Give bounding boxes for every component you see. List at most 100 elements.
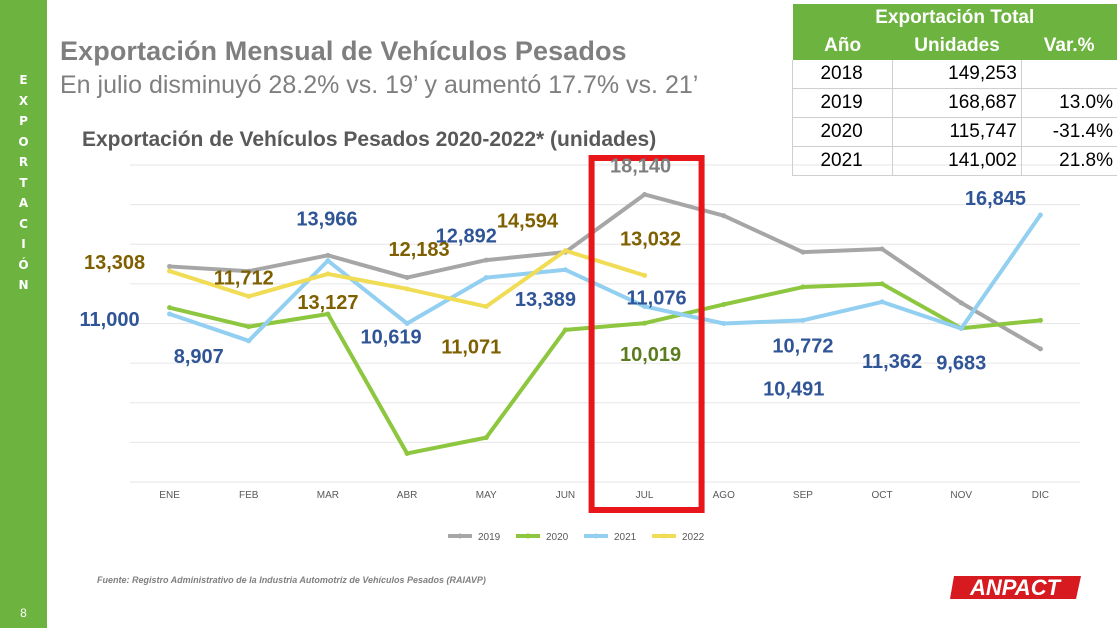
data-label-2022: 14,594 bbox=[497, 211, 559, 233]
export-total-table: Exportación Total Año Unidades Var.% 201… bbox=[791, 4, 1117, 176]
data-point-2020 bbox=[721, 301, 727, 307]
sidebar-letter: R bbox=[18, 155, 29, 169]
data-point-2020 bbox=[167, 305, 173, 311]
data-point-2022 bbox=[404, 286, 410, 292]
data-point-2022 bbox=[246, 293, 252, 299]
anpact-logo: ANPACT bbox=[950, 575, 1081, 600]
data-point-2021 bbox=[1037, 212, 1043, 218]
table-header-units: Unidades bbox=[892, 32, 1022, 60]
table-cell-year: 2020 bbox=[791, 117, 893, 147]
data-point-2019 bbox=[167, 263, 173, 269]
table-header-year: Año bbox=[792, 32, 893, 60]
data-point-2020 bbox=[246, 324, 252, 330]
data-point-2020 bbox=[879, 281, 885, 287]
data-point-2019 bbox=[404, 275, 410, 281]
data-point-2021 bbox=[958, 326, 964, 332]
source-note: Fuente: Registro Administrativo de la In… bbox=[97, 575, 486, 585]
series-line-2020 bbox=[167, 281, 1043, 456]
table-cell-var: 21.8% bbox=[1020, 146, 1117, 176]
data-point-2020 bbox=[483, 435, 489, 441]
table-row: 2019 168,687 13.0% bbox=[791, 88, 1117, 118]
sidebar: E X P O R T A C I Ó N 8 bbox=[0, 0, 47, 628]
data-label-2019: 18,140 bbox=[610, 155, 671, 177]
data-label-2021: 11,076 bbox=[627, 287, 687, 309]
data-point-2021 bbox=[325, 258, 331, 264]
x-tick-label: DIC bbox=[1032, 490, 1049, 501]
logo-band bbox=[950, 576, 1081, 599]
data-point-2019 bbox=[879, 246, 885, 252]
table-cell-units: 168,687 bbox=[892, 88, 1022, 118]
data-point-2019 bbox=[325, 252, 331, 258]
data-point-2020 bbox=[800, 284, 806, 290]
x-tick-label: ENE bbox=[159, 490, 180, 501]
page-subtitle: En julio disminuyó 28.2% vs. 19’ y aumen… bbox=[60, 71, 699, 99]
legend-label-2020: 2020 bbox=[546, 532, 569, 543]
x-tick-label: MAR bbox=[317, 490, 339, 501]
data-label-2021: 10,491 bbox=[763, 379, 824, 401]
data-point-2020 bbox=[404, 450, 410, 456]
x-tick-label: JUN bbox=[556, 490, 575, 501]
page-number: 8 bbox=[20, 606, 27, 620]
data-point-2020 bbox=[562, 327, 568, 333]
legend-marker-2020 bbox=[525, 533, 531, 539]
data-point-2021 bbox=[246, 338, 252, 344]
sidebar-letter: E bbox=[19, 73, 28, 87]
data-label-2021: 9,683 bbox=[936, 353, 986, 375]
data-label-2021: 11,000 bbox=[80, 309, 140, 331]
x-tick-label: FEB bbox=[239, 490, 259, 501]
sidebar-letter: P bbox=[19, 114, 28, 128]
sidebar-letter: A bbox=[18, 196, 29, 210]
data-point-2021 bbox=[642, 303, 648, 309]
data-point-2021 bbox=[562, 267, 568, 273]
data-label-2022: 12,183 bbox=[388, 239, 449, 261]
data-point-2020 bbox=[325, 311, 331, 317]
logo-text: ANPACT bbox=[969, 575, 1062, 600]
chart-title: Exportación de Vehículos Pesados 2020-20… bbox=[82, 128, 657, 151]
data-point-2019 bbox=[958, 300, 964, 306]
data-point-2022 bbox=[167, 268, 173, 274]
data-point-2019 bbox=[1037, 346, 1043, 352]
sidebar-letter: I bbox=[21, 237, 26, 251]
sidebar-letter: C bbox=[19, 216, 28, 231]
data-point-2021 bbox=[404, 321, 410, 326]
data-point-2022 bbox=[325, 271, 331, 277]
x-tick-label: OCT bbox=[872, 490, 893, 501]
data-label-2022: 11,071 bbox=[441, 337, 501, 359]
data-label-2021: 13,966 bbox=[296, 209, 357, 231]
data-point-2022 bbox=[562, 248, 568, 254]
data-point-2021 bbox=[483, 275, 489, 281]
data-point-2019 bbox=[721, 213, 727, 219]
series-line-2019 bbox=[167, 192, 1043, 351]
sidebar-letter: N bbox=[18, 278, 29, 292]
data-label-2022: 13,032 bbox=[620, 228, 681, 250]
data-label-2022: 11,712 bbox=[214, 267, 274, 289]
x-tick-label: ABR bbox=[397, 490, 418, 501]
table-row: 2021 141,002 21.8% bbox=[791, 146, 1117, 176]
table-cell-units: 141,002 bbox=[892, 146, 1022, 176]
table-cell-year: 2018 bbox=[791, 60, 893, 89]
table-cell-var: -31.4% bbox=[1020, 117, 1117, 147]
sidebar-letter: Ó bbox=[18, 257, 29, 272]
highlight-box-jul bbox=[588, 155, 705, 513]
data-point-2020 bbox=[642, 320, 648, 326]
table-title: Exportación Total bbox=[792, 4, 1117, 32]
data-label-2021: 12,892 bbox=[436, 226, 497, 248]
sidebar-letter: O bbox=[18, 134, 29, 149]
data-point-2021 bbox=[167, 311, 173, 317]
data-point-2022 bbox=[483, 304, 489, 310]
legend-label-2021: 2021 bbox=[614, 532, 637, 543]
data-label-2021: 10,772 bbox=[772, 335, 833, 357]
legend-marker-2021 bbox=[593, 533, 599, 539]
table-cell-units: 115,747 bbox=[892, 117, 1022, 147]
table-cell-year: 2019 bbox=[791, 88, 893, 118]
x-tick-label: SEP bbox=[793, 490, 813, 501]
data-point-2020 bbox=[1037, 317, 1043, 323]
legend-marker-2022 bbox=[661, 533, 667, 539]
table-cell-var bbox=[1020, 60, 1117, 89]
x-tick-label: JUL bbox=[636, 490, 654, 501]
data-label-2021: 16,845 bbox=[965, 188, 1026, 210]
legend-marker-2019 bbox=[457, 533, 463, 539]
x-tick-label: AGO bbox=[713, 490, 735, 501]
x-tick-label: MAY bbox=[476, 490, 497, 501]
